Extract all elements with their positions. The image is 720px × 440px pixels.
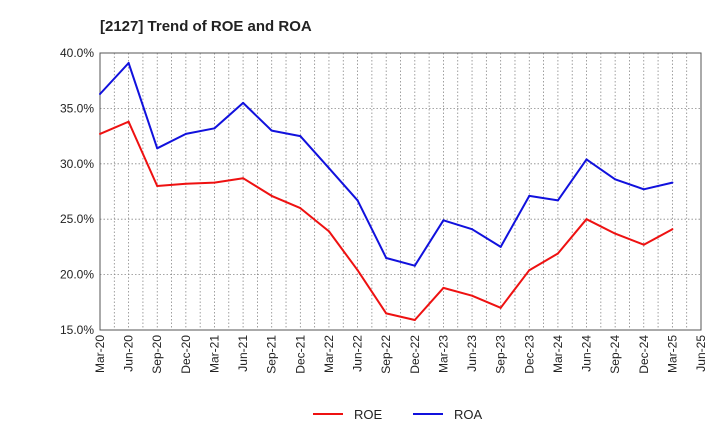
x-tick-label: Jun-23 (465, 335, 479, 372)
x-tick-label: Mar-20 (93, 335, 107, 373)
x-tick-label: Sep-24 (608, 335, 622, 374)
x-tick-label: Jun-20 (122, 335, 136, 372)
roa-point (556, 199, 559, 202)
roe-point (471, 294, 474, 297)
roa-point (442, 219, 445, 222)
roa-point (614, 178, 617, 181)
roe-point (270, 194, 273, 197)
roa-point (299, 135, 302, 138)
roe-point (442, 286, 445, 289)
legend-label-roa: ROA (454, 407, 483, 422)
roe-point (528, 269, 531, 272)
y-tick-label: 20.0% (60, 268, 94, 282)
roe-point (671, 228, 674, 231)
x-tick-label: Jun-24 (580, 335, 594, 372)
roa-point (184, 132, 187, 135)
series-lines (99, 61, 674, 322)
chart-title: [2127] Trend of ROE and ROA (100, 18, 312, 35)
roa-point (528, 194, 531, 197)
roe-point (556, 252, 559, 255)
x-tick-label: Sep-20 (150, 335, 164, 374)
roa-point (156, 147, 159, 150)
x-tick-label: Sep-21 (265, 335, 279, 374)
x-tick-label: Sep-23 (494, 335, 508, 374)
x-tick-label: Dec-20 (179, 335, 193, 374)
roa-point (127, 61, 130, 64)
roa-point (585, 158, 588, 161)
x-tick-label: Jun-25 (694, 335, 708, 372)
y-tick-label: 35.0% (60, 101, 94, 115)
roa-point (413, 264, 416, 267)
x-tick-label: Mar-24 (551, 335, 565, 373)
roe-point (642, 243, 645, 246)
plot-area-border (99, 52, 702, 331)
x-tick-label: Jun-22 (351, 335, 365, 372)
grid-lines (99, 52, 702, 331)
roe-point (499, 306, 502, 309)
roe-point (327, 230, 330, 233)
y-tick-label: 30.0% (60, 157, 94, 171)
roe-point (413, 319, 416, 322)
x-tick-label: Mar-22 (322, 335, 336, 373)
roe-point (213, 181, 216, 184)
x-tick-label: Dec-22 (408, 335, 422, 374)
legend-label-roe: ROE (354, 407, 383, 422)
legend: ROE ROA (313, 407, 483, 422)
roa-point (642, 188, 645, 191)
y-tick-label: 40.0% (60, 46, 94, 60)
roe-point (127, 120, 130, 123)
x-tick-label: Mar-23 (436, 335, 450, 373)
x-tick-label: Dec-21 (293, 335, 307, 374)
roa-point (270, 129, 273, 132)
roe-point (614, 232, 617, 235)
roa-point (356, 199, 359, 202)
y-tick-label: 15.0% (60, 323, 94, 337)
roa-point (99, 92, 101, 95)
roa-point (671, 181, 674, 184)
x-tick-label: Sep-22 (379, 335, 393, 374)
roe-point (356, 269, 359, 272)
roe-point (242, 177, 245, 180)
x-axis: Mar-20 Jun-20 Sep-20 Dec-20 Mar-21 Jun-21 Sep-… (93, 335, 708, 374)
roa-point (327, 167, 330, 170)
x-tick-label: Mar-21 (207, 335, 221, 373)
y-axis: 40.0% 35.0% 30.0% 25.0% 20.0% 15.0% (60, 46, 94, 337)
x-tick-label: Jun-21 (236, 335, 250, 372)
roe-point (585, 218, 588, 221)
roe-point (99, 132, 101, 135)
roa-point (385, 256, 388, 259)
roe-point (385, 312, 388, 315)
roa-point (499, 245, 502, 248)
roa-point (213, 127, 216, 130)
x-tick-label: Dec-24 (637, 335, 651, 374)
roe-point (184, 182, 187, 185)
roe-point (299, 207, 302, 210)
roe-point (156, 184, 159, 187)
x-tick-label: Mar-25 (665, 335, 679, 373)
roa-point (471, 228, 474, 231)
y-tick-label: 25.0% (60, 212, 94, 226)
x-tick-label: Dec-23 (522, 335, 536, 374)
roa-point (242, 101, 245, 104)
